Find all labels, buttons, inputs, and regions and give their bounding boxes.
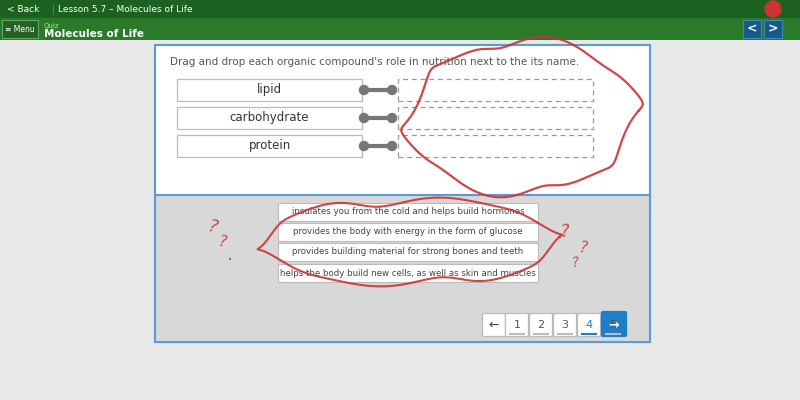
Text: ?: ? — [559, 223, 570, 241]
FancyBboxPatch shape — [278, 203, 538, 221]
FancyBboxPatch shape — [764, 20, 782, 38]
Text: provides the body with energy in the form of glucose: provides the body with energy in the for… — [293, 228, 523, 236]
Text: ←: ← — [489, 318, 499, 332]
FancyBboxPatch shape — [506, 314, 529, 336]
FancyBboxPatch shape — [578, 314, 601, 336]
Text: helps the body build new cells, as well as skin and muscles: helps the body build new cells, as well … — [280, 268, 536, 278]
Text: insulates you from the cold and helps build hormones: insulates you from the cold and helps bu… — [292, 208, 524, 216]
Text: ?: ? — [578, 240, 588, 256]
Text: Molecules of Life: Molecules of Life — [44, 29, 144, 39]
Text: ?: ? — [570, 254, 580, 270]
Text: protein: protein — [248, 140, 290, 152]
Text: lipid: lipid — [257, 84, 282, 96]
FancyBboxPatch shape — [177, 107, 362, 129]
Text: 3: 3 — [562, 320, 569, 330]
FancyBboxPatch shape — [155, 45, 650, 342]
Text: .: . — [227, 246, 233, 264]
Text: provides building material for strong bones and teeth: provides building material for strong bo… — [292, 248, 524, 256]
FancyBboxPatch shape — [482, 314, 506, 336]
Circle shape — [765, 1, 781, 17]
Text: ≡ Menu: ≡ Menu — [5, 24, 35, 34]
Circle shape — [387, 86, 397, 94]
Text: ?: ? — [217, 234, 227, 250]
Circle shape — [359, 142, 369, 150]
FancyBboxPatch shape — [743, 20, 761, 38]
Text: carbohydrate: carbohydrate — [230, 112, 310, 124]
FancyBboxPatch shape — [602, 312, 626, 336]
FancyBboxPatch shape — [554, 314, 577, 336]
FancyBboxPatch shape — [177, 79, 362, 101]
Text: Lesson 5.7 – Molecules of Life: Lesson 5.7 – Molecules of Life — [58, 4, 193, 14]
FancyBboxPatch shape — [0, 18, 800, 40]
Text: <: < — [746, 22, 758, 36]
FancyBboxPatch shape — [177, 135, 362, 157]
Text: >: > — [768, 22, 778, 36]
Circle shape — [359, 86, 369, 94]
FancyBboxPatch shape — [398, 107, 593, 129]
Text: < Back: < Back — [7, 4, 39, 14]
FancyBboxPatch shape — [0, 0, 800, 18]
FancyBboxPatch shape — [278, 243, 538, 261]
Text: 1: 1 — [514, 320, 521, 330]
Circle shape — [387, 114, 397, 122]
Text: Quiz: Quiz — [44, 23, 59, 29]
Circle shape — [359, 114, 369, 122]
Text: 2: 2 — [538, 320, 545, 330]
FancyBboxPatch shape — [278, 223, 538, 241]
Text: Drag and drop each organic compound's role in nutrition next to the its name.: Drag and drop each organic compound's ro… — [170, 57, 579, 67]
Text: 4: 4 — [586, 320, 593, 330]
Text: 5: 5 — [610, 320, 617, 330]
FancyBboxPatch shape — [602, 314, 625, 336]
FancyBboxPatch shape — [398, 135, 593, 157]
Circle shape — [387, 142, 397, 150]
Text: ?: ? — [206, 217, 220, 237]
Text: →: → — [609, 318, 619, 332]
FancyBboxPatch shape — [2, 20, 38, 38]
FancyBboxPatch shape — [530, 314, 553, 336]
Text: |: | — [52, 4, 55, 14]
FancyBboxPatch shape — [278, 264, 538, 282]
FancyBboxPatch shape — [398, 79, 593, 101]
FancyBboxPatch shape — [155, 195, 650, 342]
